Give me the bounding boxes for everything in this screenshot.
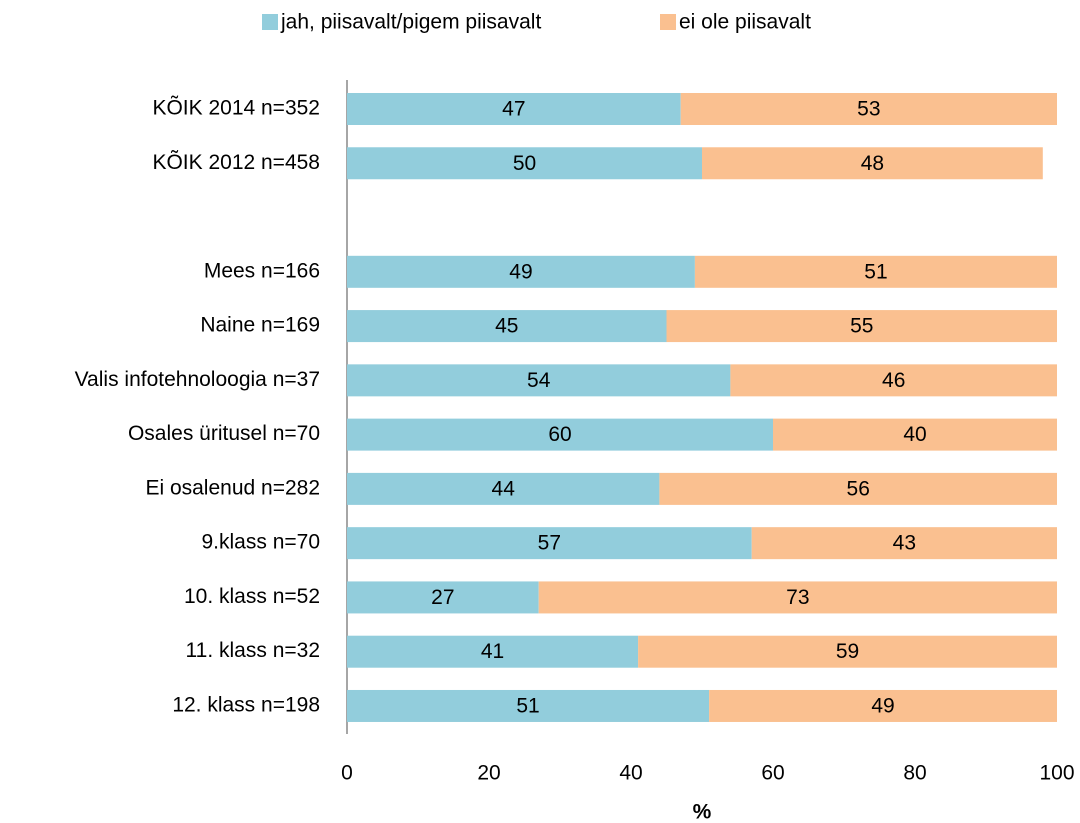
x-tick-label: 0: [341, 762, 353, 785]
data-label: 60: [548, 423, 571, 446]
bar-segment: [709, 689, 1057, 722]
bar-segment: [347, 255, 695, 288]
bar-segment: [680, 93, 1057, 125]
bar-segment: [347, 635, 639, 668]
bar-segment: [538, 581, 1057, 614]
data-label: 44: [492, 477, 516, 500]
data-label: 55: [850, 315, 873, 338]
bar-segment: [666, 310, 1057, 343]
x-tick-label: 40: [619, 762, 642, 785]
x-tick-label: 80: [903, 762, 926, 785]
x-tick-label: 20: [477, 762, 500, 785]
y-tick-label: Ei osalenud n=282: [145, 476, 320, 499]
y-tick-label: Osales üritusel n=70: [128, 422, 320, 445]
bar-segment: [347, 472, 660, 505]
data-label: 49: [871, 695, 894, 718]
bar-segment: [638, 635, 1057, 668]
data-label: 51: [516, 695, 539, 718]
legend-label: ei ole piisavalt: [679, 11, 811, 34]
bar-segment: [773, 418, 1057, 451]
bar-segment: [347, 418, 773, 451]
y-tick-label: 10. klass n=52: [184, 585, 320, 608]
y-tick-label: Naine n=169: [200, 314, 320, 337]
data-label: 53: [857, 98, 880, 121]
data-label: 45: [495, 315, 518, 338]
bar-segment: [347, 689, 710, 722]
bar-segment: [347, 527, 752, 560]
bar-segment: [347, 581, 539, 614]
bar-segment: [694, 255, 1057, 288]
data-label: 43: [893, 532, 916, 555]
x-axis-label: %: [693, 801, 712, 823]
data-label: 73: [786, 586, 809, 609]
data-label: 46: [882, 369, 905, 392]
bar-segment: [751, 527, 1057, 560]
bar-segment: [730, 364, 1057, 397]
data-label: 50: [513, 152, 536, 175]
y-tick-label: Mees n=166: [204, 259, 320, 282]
bar-segment: [347, 93, 681, 125]
x-tick-label: 100: [1039, 762, 1074, 785]
data-label: 56: [847, 477, 870, 500]
data-label: 47: [502, 98, 525, 121]
y-tick-label: 12. klass n=198: [172, 694, 320, 717]
x-tick-label: 60: [761, 762, 784, 785]
data-label: 27: [431, 586, 454, 609]
data-label: 41: [481, 640, 504, 663]
data-label: 48: [861, 152, 884, 175]
legend-swatch: [262, 14, 278, 30]
y-tick-label: 11. klass n=32: [186, 639, 320, 662]
data-label: 54: [527, 369, 551, 392]
y-tick-label: Valis infotehnoloogia n=37: [75, 368, 320, 391]
data-label: 57: [538, 532, 561, 555]
data-label: 40: [903, 423, 926, 446]
y-tick-label: 9.klass n=70: [202, 531, 321, 554]
bar-segment: [347, 310, 667, 343]
bar-segment: [347, 147, 702, 180]
data-label: 49: [509, 260, 532, 283]
data-label: 59: [836, 640, 859, 663]
legend-label: jah, piisavalt/pigem piisavalt: [280, 11, 541, 34]
bar-segment: [347, 364, 731, 397]
bar-segment: [659, 472, 1057, 505]
y-tick-label: KÕIK 2014 n=352: [152, 96, 320, 120]
y-tick-label: KÕIK 2012 n=458: [152, 150, 320, 174]
bar-segment: [702, 147, 1043, 180]
data-label: 51: [864, 260, 887, 283]
legend-swatch: [660, 14, 676, 30]
